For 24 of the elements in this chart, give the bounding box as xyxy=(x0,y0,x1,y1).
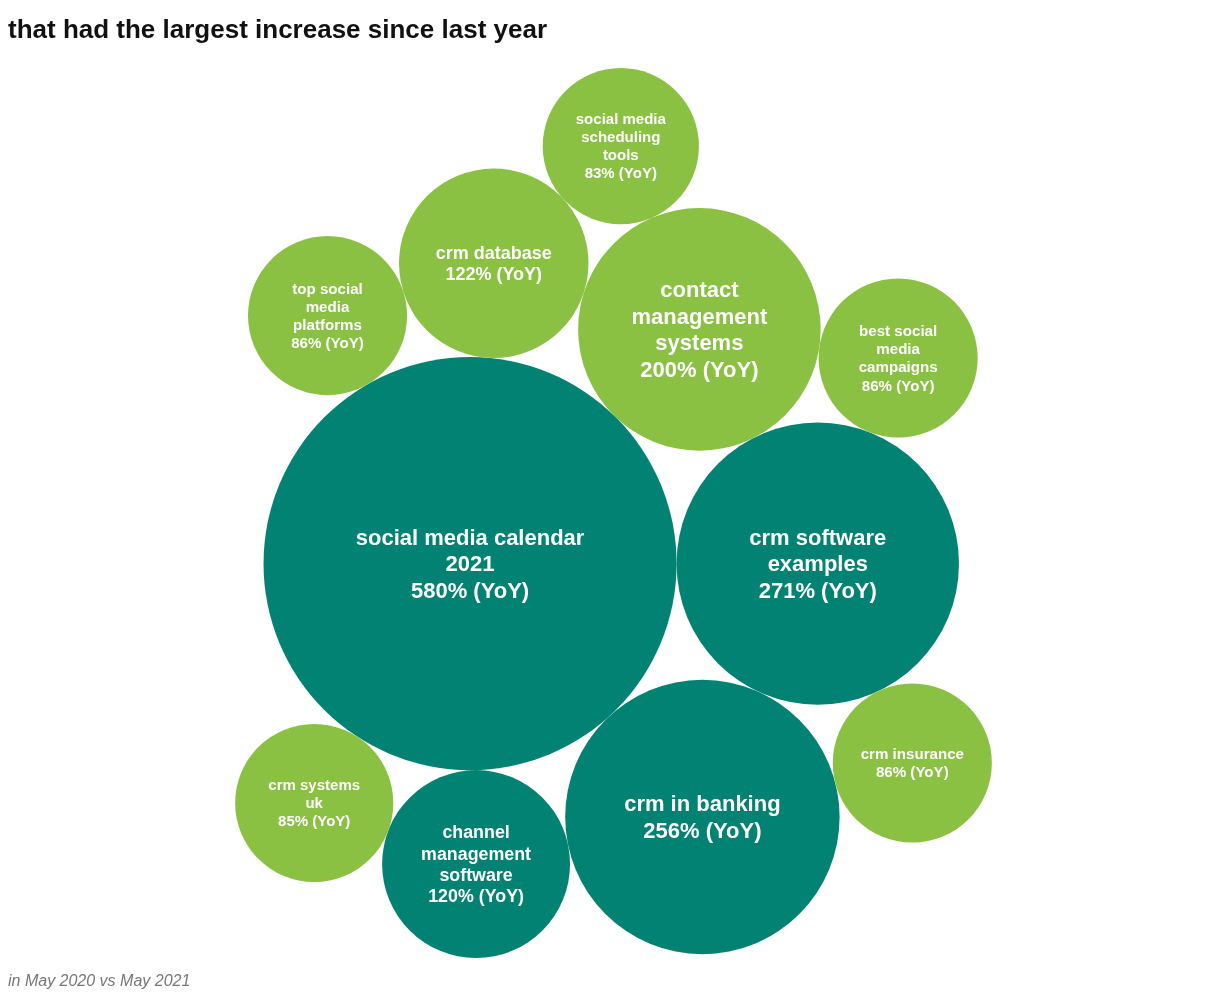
text: in May 2020 vs May 2021 xyxy=(8,972,191,989)
data-label: 580% (YoY) xyxy=(410,577,530,603)
category-label: crm database xyxy=(435,242,552,263)
category-label: crm systems uk xyxy=(268,776,361,812)
data-label: 86% (YoY) xyxy=(861,376,935,394)
data-label: 120% (YoY) xyxy=(428,886,525,907)
text: that had the largest increase since last year xyxy=(8,14,548,44)
data-label: 271% (YoY) xyxy=(758,577,877,603)
data-label: 86% (YoY) xyxy=(875,763,949,781)
data-label: 122% (YoY) xyxy=(445,264,543,285)
category-label: social media scheduling tools xyxy=(575,110,667,164)
category-label: crm in banking xyxy=(624,791,781,817)
category-label: social media calendar 2021 xyxy=(355,524,585,577)
category-label: contact management systems xyxy=(631,277,768,356)
category-label: top social media platforms xyxy=(292,279,363,333)
category-label: crm software examples xyxy=(749,524,887,577)
data-label: 256% (YoY) xyxy=(643,817,762,843)
category-label: best social media campaigns xyxy=(858,322,938,376)
data-label: 85% (YoY) xyxy=(278,812,351,830)
data-label: 83% (YoY) xyxy=(584,164,657,182)
category-label: crm insurance xyxy=(860,745,964,763)
category-label: channel management software xyxy=(421,822,532,886)
data-label: 86% (YoY) xyxy=(291,334,364,352)
data-label: 200% (YoY) xyxy=(640,356,759,382)
